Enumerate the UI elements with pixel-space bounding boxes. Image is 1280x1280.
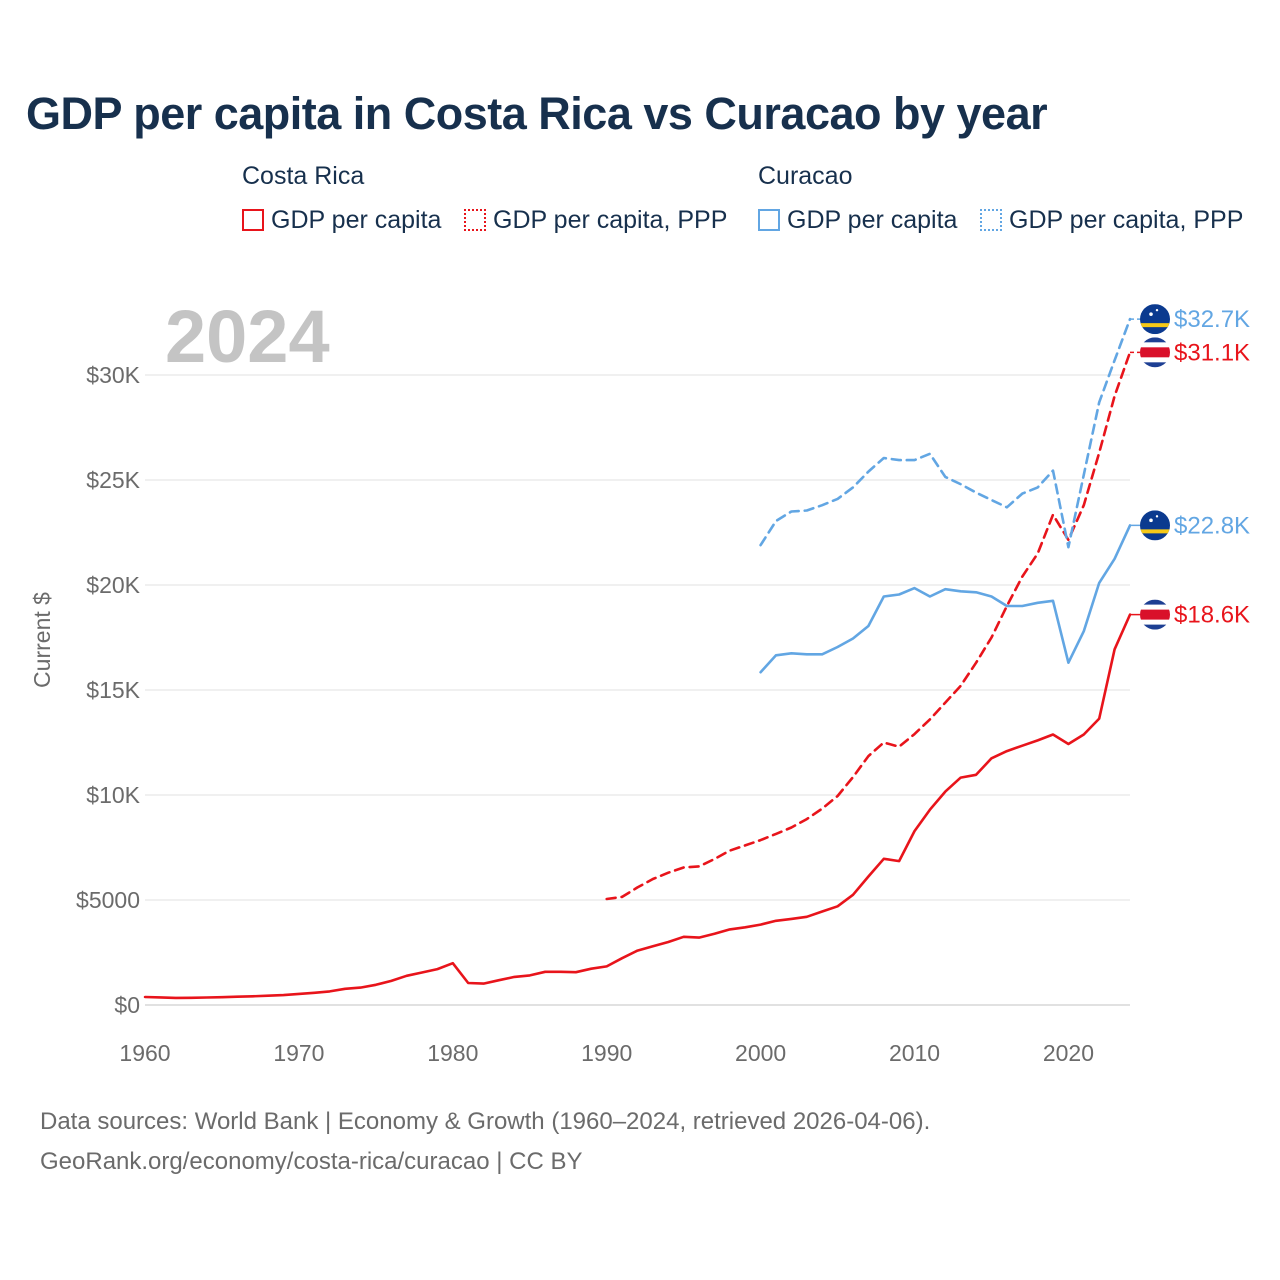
x-tick-label: 2000 <box>735 1040 786 1066</box>
legend-item-costa-rica-gdp-ppp[interactable]: GDP per capita, PPP <box>464 205 727 235</box>
legend-label: GDP per capita <box>787 205 958 234</box>
legend-swatch <box>464 209 486 231</box>
y-tick-label: $15K <box>86 677 140 703</box>
y-axis-label: Current $ <box>29 592 55 688</box>
legend-item-curacao-gdp-ppp[interactable]: GDP per capita, PPP <box>980 205 1243 235</box>
x-tick-label: 1980 <box>427 1040 478 1066</box>
costa-rica-flag-icon <box>1140 337 1170 368</box>
end-value-label: $31.1K <box>1174 339 1250 366</box>
legend-swatch <box>242 209 264 231</box>
series-line-curacao-gdp-per-capita[interactable] <box>759 524 1132 674</box>
series-line-costa-rica-gdp-per-capita[interactable] <box>143 613 1132 1000</box>
x-tick-label: 1960 <box>119 1040 170 1066</box>
y-tick-label: $20K <box>86 572 140 598</box>
legend-group-costa-rica: Costa Rica <box>242 162 365 190</box>
series-line-costa-rica-gdp-per-capita-ppp[interactable] <box>605 350 1132 901</box>
legend-group-curacao: Curacao <box>758 162 853 190</box>
y-tick-label: $5000 <box>76 887 140 913</box>
curacao-flag-icon <box>1140 510 1170 541</box>
source-line-1: Data sources: World Bank | Economy & Gro… <box>40 1108 931 1135</box>
x-tick-label: 2020 <box>1043 1040 1094 1066</box>
legend-label: GDP per capita <box>271 205 442 234</box>
end-value-label: $18.6K <box>1174 602 1250 629</box>
chart-title: GDP per capita in Costa Rica vs Curacao … <box>26 88 1048 139</box>
curacao-flag-icon <box>1140 304 1170 335</box>
legend-swatch <box>758 209 780 231</box>
year-watermark: 2024 <box>165 295 330 378</box>
legend-label: GDP per capita, PPP <box>493 205 728 234</box>
source-line-2: GeoRank.org/economy/costa-rica/curacao |… <box>40 1148 583 1175</box>
x-tick-label: 1970 <box>273 1040 324 1066</box>
legend-label: GDP per capita, PPP <box>1009 205 1244 234</box>
costa-rica-flag-icon <box>1140 599 1170 630</box>
legend-item-costa-rica-gdp[interactable]: GDP per capita <box>242 205 441 235</box>
y-tick-label: $30K <box>86 362 140 388</box>
y-tick-label: $10K <box>86 782 140 808</box>
x-tick-label: 2010 <box>889 1040 940 1066</box>
x-tick-label: 1990 <box>581 1040 632 1066</box>
series-line-curacao-gdp-per-capita-ppp[interactable] <box>759 317 1132 549</box>
y-tick-label: $0 <box>114 992 140 1018</box>
legend-swatch <box>980 209 1002 231</box>
end-value-label: $32.7K <box>1174 306 1250 333</box>
end-value-label: $22.8K <box>1174 512 1250 539</box>
legend-item-curacao-gdp[interactable]: GDP per capita <box>758 205 957 235</box>
y-tick-label: $25K <box>86 467 140 493</box>
